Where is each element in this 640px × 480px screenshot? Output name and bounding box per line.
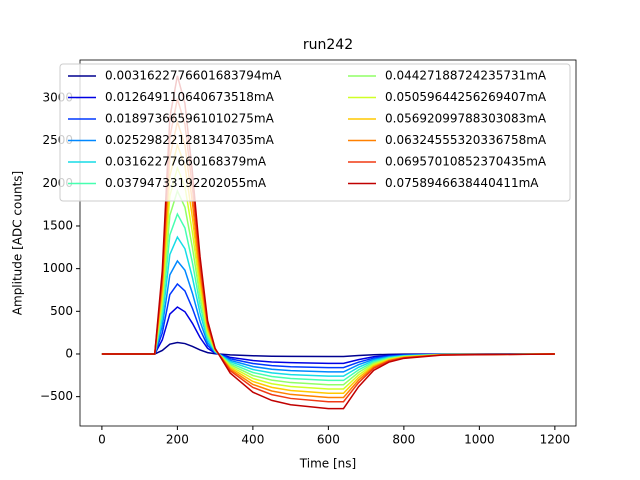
legend-label: 0.06957010852370435mA (385, 155, 547, 169)
legend-label: 0.03794733192202055mA (105, 176, 267, 190)
x-tick-label: 200 (166, 433, 189, 447)
y-tick-label: −500 (40, 389, 73, 403)
data-line (101, 212, 555, 382)
x-tick-label: 1000 (464, 433, 495, 447)
y-axis-label: Amplitude [ADC counts] (11, 171, 25, 315)
legend-box (59, 63, 571, 202)
legend-label: 0.025298221281347035mA (105, 133, 275, 147)
x-tick-label: 400 (241, 433, 264, 447)
legend-label: 0.05059644256269407mA (385, 90, 547, 104)
data-line (101, 259, 555, 373)
x-tick-label: 600 (317, 433, 340, 447)
data-line (101, 235, 555, 377)
legend-label: 0.06324555320336758mA (385, 133, 547, 147)
y-tick-label: 1500 (42, 218, 73, 232)
legend-label: 0.03162277660168379mA (105, 155, 267, 169)
y-tick-label: 500 (50, 304, 73, 318)
legend-label: 0.04427188724235731mA (385, 69, 547, 83)
x-axis-label: Time [ns] (299, 457, 356, 471)
chart-title: run242 (303, 37, 353, 53)
data-line (101, 341, 555, 358)
legend-label: 0.05692099788303083mA (385, 112, 547, 126)
data-line (101, 282, 555, 369)
data-line (101, 188, 555, 386)
legend: 0.0031622776601683794mA 0.012649110640673… (59, 63, 571, 202)
y-tick-label: 1000 (42, 261, 73, 275)
plot-frame (79, 59, 577, 427)
legend-label: 0.012649110640673518mA (105, 90, 275, 104)
x-tick-label: 0 (98, 433, 106, 447)
y-tick-label: 0 (65, 346, 73, 360)
legend-label: 0.0758946638440411mA (385, 176, 539, 190)
x-tick-label: 1200 (540, 433, 571, 447)
legend-label: 0.0031622776601683794mA (105, 69, 282, 83)
x-tick-label: 800 (392, 433, 415, 447)
data-line (101, 306, 555, 365)
legend-label: 0.018973665961010275mA (105, 112, 275, 126)
